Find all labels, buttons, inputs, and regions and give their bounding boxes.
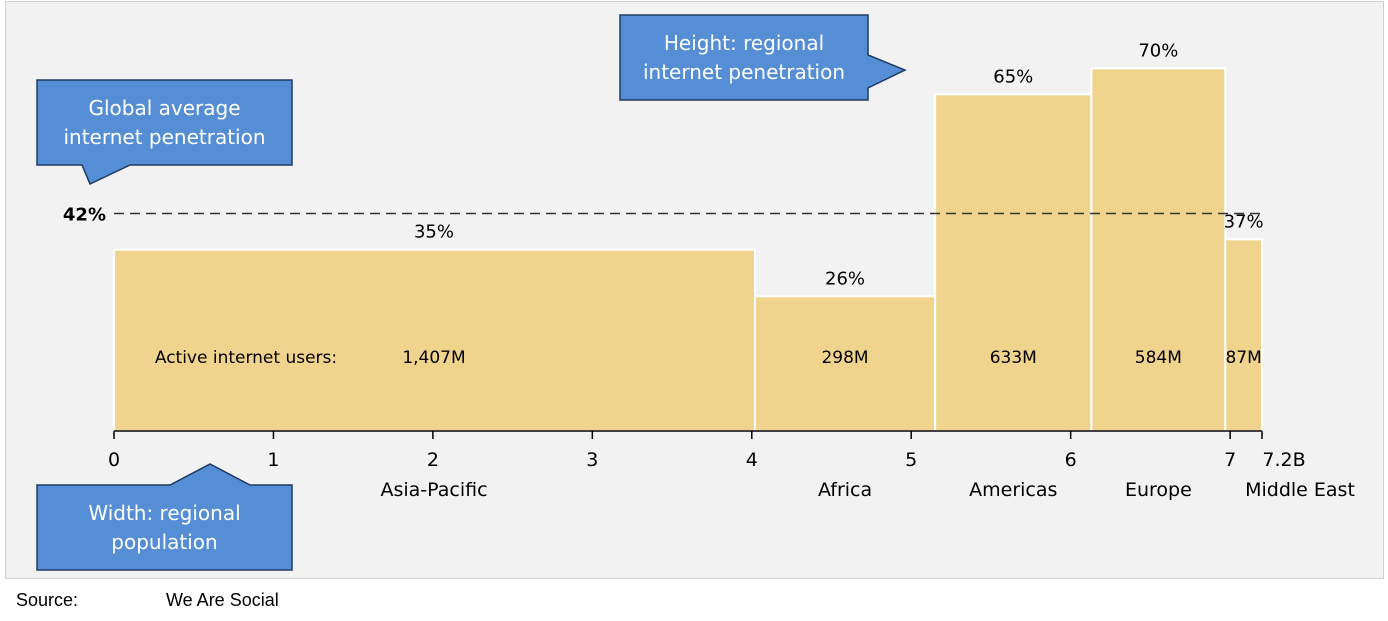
callout-height-text-0: Height: regional <box>664 31 824 55</box>
callout-global-average-text-1: internet penetration <box>63 125 265 149</box>
chart-panel: 42% 35% 1,407M Asia-Pacific 26% 298M Africa 65%… <box>5 1 1384 579</box>
users-label-3: 584M <box>1135 348 1182 368</box>
users-label-2: 633M <box>990 348 1037 368</box>
source-value: We Are Social <box>166 590 279 610</box>
x-tick-label-4: 4 <box>746 449 758 471</box>
penetration-label-1: 26% <box>825 268 865 289</box>
x-tick-label-6: 6 <box>1065 449 1077 471</box>
penetration-label-3: 70% <box>1138 40 1178 61</box>
users-label-4: 87M <box>1226 348 1262 368</box>
callout-height-text-1: internet penetration <box>643 60 845 84</box>
users-label-0: 1,407M <box>402 348 465 368</box>
callout-width-text-0: Width: regional <box>88 501 240 525</box>
callout-width-box <box>36 463 293 571</box>
global-average-label: 42% <box>63 204 106 225</box>
callout-height-box <box>619 14 907 101</box>
penetration-label-2: 65% <box>993 66 1033 87</box>
region-name-1: Africa <box>818 479 872 501</box>
x-tick-label-end: 7.2B <box>1262 449 1305 471</box>
x-tick-label-7: 7 <box>1224 449 1236 471</box>
bar-1 <box>753 295 937 432</box>
bar-3 <box>1090 67 1227 433</box>
callout-global-average-text-0: Global average <box>88 96 240 120</box>
region-name-0: Asia-Pacific <box>380 479 487 501</box>
marimekko-chart: 42% 35% 1,407M Asia-Pacific 26% 298M Africa 65%… <box>36 14 1355 571</box>
x-tick-label-0: 0 <box>108 449 120 471</box>
x-tick-label-2: 2 <box>427 449 439 471</box>
bar-4 <box>1224 238 1263 432</box>
callout-global-average-box <box>36 79 293 186</box>
x-tick-label-3: 3 <box>586 449 598 471</box>
bar-2 <box>934 93 1093 433</box>
penetration-label-4: 37% <box>1224 211 1264 232</box>
source-label: Source: <box>16 590 79 610</box>
users-row-label: Active internet users: <box>155 348 337 368</box>
region-name-4: Middle East <box>1245 479 1355 501</box>
penetration-label-0: 35% <box>414 222 454 243</box>
users-label-1: 298M <box>821 348 868 368</box>
x-tick-label-1: 1 <box>267 449 279 471</box>
x-tick-label-5: 5 <box>905 449 917 471</box>
region-name-3: Europe <box>1125 479 1192 501</box>
region-name-2: Americas <box>969 479 1057 501</box>
callout-width-text-1: population <box>111 530 217 554</box>
bar-0 <box>113 248 756 432</box>
